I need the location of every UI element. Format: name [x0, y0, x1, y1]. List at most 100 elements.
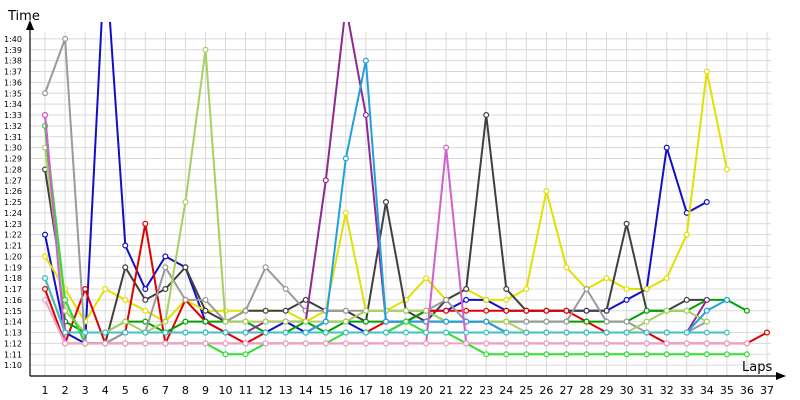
data-point [483, 296, 490, 303]
data-point [643, 318, 650, 325]
data-point [102, 286, 109, 293]
x-tick-label: 6 [142, 384, 149, 397]
data-point [42, 296, 49, 303]
data-point [282, 318, 289, 325]
y-tick-label: 1:14 [4, 318, 22, 327]
y-tick-label: 1:13 [4, 329, 22, 338]
data-point [483, 307, 490, 314]
series-line [44, 22, 708, 345]
y-tick-label: 1:24 [4, 209, 22, 218]
x-tick-label: 20 [419, 384, 433, 397]
data-point [503, 351, 510, 358]
data-point [262, 318, 269, 325]
x-tick-label: 1 [42, 384, 49, 397]
data-point [162, 340, 169, 347]
data-point [723, 351, 730, 358]
data-point [382, 199, 389, 206]
data-point [643, 340, 650, 347]
data-point [342, 340, 349, 347]
y-tick-label: 1:36 [4, 78, 22, 87]
y-tick-label: 1:17 [4, 285, 22, 294]
x-tick-label: 35 [720, 384, 734, 397]
data-point [603, 340, 610, 347]
data-point [683, 307, 690, 314]
series-line [44, 125, 747, 356]
y-tick-label: 1:21 [4, 242, 22, 251]
data-point [202, 340, 209, 347]
y-axis-arrow [26, 20, 34, 30]
data-point [683, 329, 690, 336]
data-point [182, 296, 189, 303]
data-point [683, 296, 690, 303]
data-point [603, 318, 610, 325]
y-tick-label: 1:29 [4, 155, 22, 164]
data-point [362, 340, 369, 347]
y-tick-label: 1:40 [4, 35, 22, 44]
data-point [362, 111, 369, 118]
x-axis-arrow [776, 372, 786, 380]
y-tick-label: 1:23 [4, 220, 22, 229]
y-tick-label: 1:22 [4, 231, 22, 240]
tick-labels: 1:10 1:11 1:121:13 1:14 1:15 1:16 1:17 1:18 1:19… [4, 35, 774, 397]
x-tick-label: 27 [559, 384, 573, 397]
x-tick-label: 11 [239, 384, 253, 397]
data-point [142, 329, 149, 336]
data-point [443, 318, 450, 325]
x-tick-label: 32 [660, 384, 674, 397]
data-point [563, 329, 570, 336]
data-point [262, 307, 269, 314]
data-point [443, 144, 450, 151]
data-point [202, 318, 209, 325]
data-point [463, 296, 470, 303]
data-point [623, 296, 630, 303]
data-point [42, 231, 49, 238]
data-point [142, 340, 149, 347]
data-point [122, 264, 129, 271]
y-tick-label: 1:12 [4, 339, 22, 348]
series-5 [42, 122, 750, 336]
data-point [583, 340, 590, 347]
data-point [162, 329, 169, 336]
data-point [322, 329, 329, 336]
data-point [142, 318, 149, 325]
data-point [543, 188, 550, 195]
y-tick-label: 1:33 [4, 111, 22, 120]
y-tick-label: 1:19 [4, 263, 22, 272]
data-point [182, 264, 189, 271]
data-point [242, 318, 249, 325]
data-point [623, 351, 630, 358]
data-point [543, 329, 550, 336]
data-point [162, 318, 169, 325]
data-point [142, 286, 149, 293]
data-point [62, 307, 69, 314]
data-point [523, 318, 530, 325]
x-tick-label: 18 [379, 384, 393, 397]
data-point [122, 242, 129, 249]
data-point [543, 340, 550, 347]
data-point [342, 209, 349, 216]
data-point [563, 264, 570, 271]
data-point [603, 275, 610, 282]
data-point [663, 340, 670, 347]
data-point [343, 4, 348, 9]
data-point [102, 340, 109, 347]
y-tick-label: 1:26 [4, 187, 22, 196]
data-point [703, 68, 710, 75]
data-point [423, 275, 430, 282]
series-13 [42, 275, 730, 336]
x-tick-label: 7 [162, 384, 169, 397]
series-12 [42, 296, 750, 347]
data-point [382, 340, 389, 347]
x-tick-label: 15 [319, 384, 333, 397]
data-point [703, 329, 710, 336]
x-tick-label: 26 [539, 384, 553, 397]
data-point [543, 351, 550, 358]
data-point [282, 286, 289, 293]
data-point [503, 329, 510, 336]
data-point [463, 329, 470, 336]
data-point [282, 307, 289, 314]
data-point [563, 351, 570, 358]
data-point [503, 307, 510, 314]
data-point [703, 199, 710, 206]
